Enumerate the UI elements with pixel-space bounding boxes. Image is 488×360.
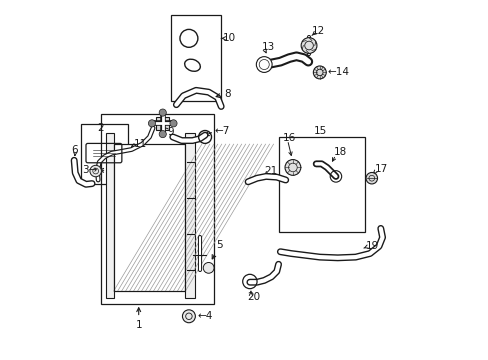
Text: 19: 19	[365, 241, 378, 251]
Text: ←4: ←4	[197, 311, 212, 320]
Bar	[101, 114, 214, 304]
Bar	[113, 144, 185, 291]
Circle shape	[203, 262, 214, 273]
Bar	[113, 144, 185, 291]
Bar	[171, 15, 221, 101]
Text: 9: 9	[167, 127, 174, 136]
Text: 16: 16	[282, 133, 295, 143]
Circle shape	[159, 109, 166, 116]
Text: 8: 8	[216, 89, 230, 99]
Text: 21: 21	[264, 166, 277, 176]
Text: 6: 6	[71, 144, 78, 154]
Bar	[278, 137, 364, 232]
Text: 1: 1	[135, 308, 142, 330]
Text: ←14: ←14	[327, 67, 349, 77]
Circle shape	[256, 57, 271, 72]
Text: 18: 18	[333, 147, 346, 157]
Circle shape	[90, 165, 101, 177]
Text: ←7: ←7	[214, 126, 229, 135]
Text: 13: 13	[261, 42, 274, 52]
Bar	[106, 134, 114, 298]
Text: 5: 5	[212, 239, 222, 259]
Text: 17: 17	[373, 164, 387, 174]
Text: 3→: 3→	[81, 165, 97, 175]
Circle shape	[182, 310, 195, 323]
Circle shape	[159, 131, 166, 138]
Circle shape	[366, 172, 377, 184]
Text: 2: 2	[97, 123, 103, 133]
Circle shape	[313, 66, 325, 79]
Circle shape	[301, 38, 316, 53]
Bar	[81, 125, 128, 184]
Circle shape	[285, 159, 300, 175]
Text: 12: 12	[311, 26, 325, 36]
Bar	[185, 134, 195, 298]
Text: 11: 11	[133, 139, 146, 149]
Text: 20: 20	[247, 292, 260, 302]
Bar	[156, 117, 169, 130]
Text: 15: 15	[313, 126, 326, 135]
Circle shape	[169, 120, 177, 127]
Text: 10: 10	[223, 33, 236, 43]
Circle shape	[148, 120, 155, 127]
